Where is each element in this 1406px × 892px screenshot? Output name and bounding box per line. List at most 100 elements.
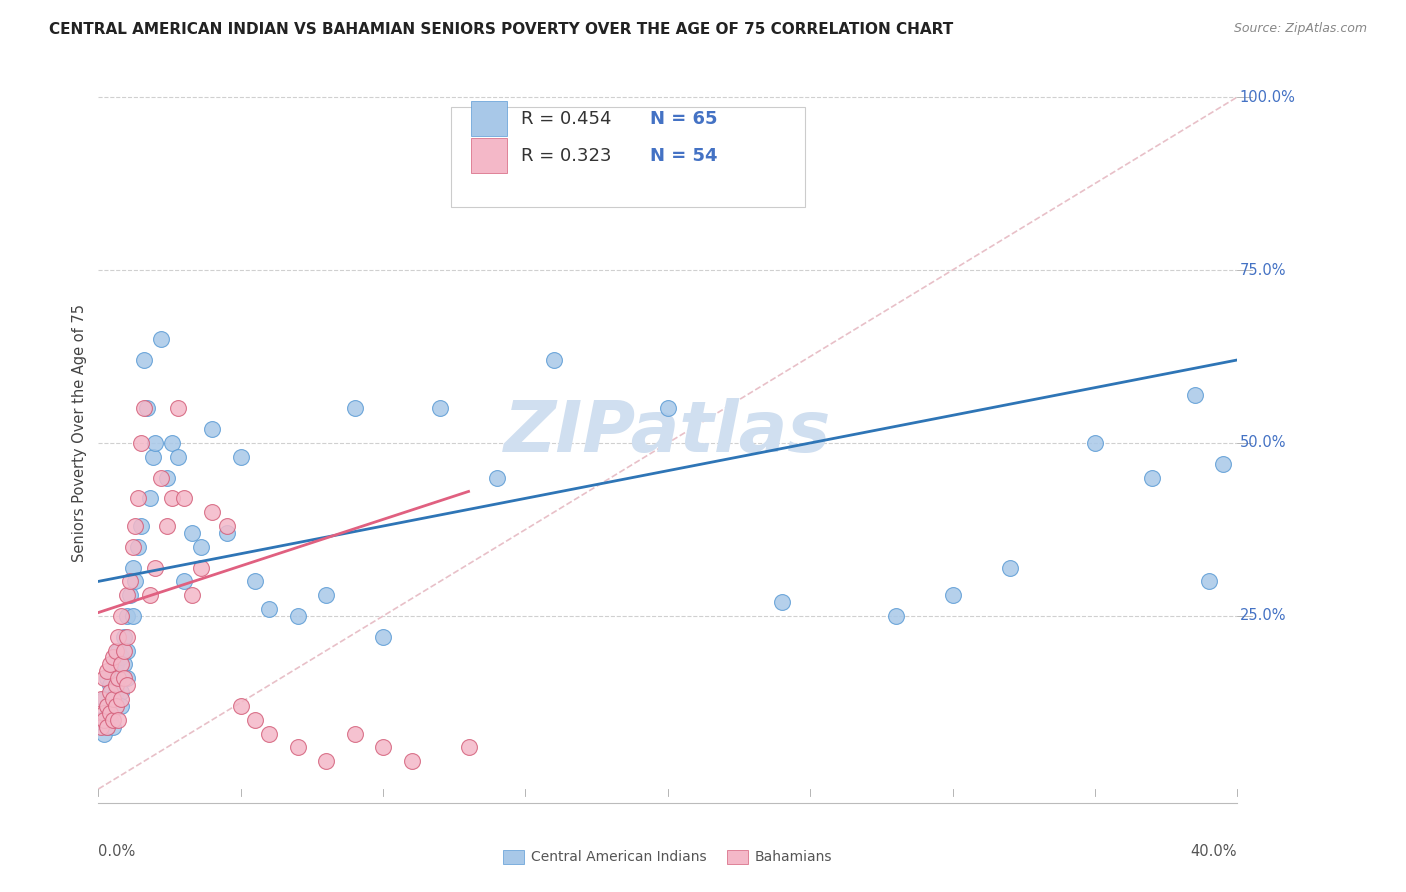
Text: 40.0%: 40.0%	[1191, 844, 1237, 858]
Text: 100.0%: 100.0%	[1240, 89, 1295, 104]
Point	[115, 588, 138, 602]
Point	[998, 560, 1021, 574]
Point	[118, 588, 141, 602]
Point	[429, 401, 451, 416]
Point	[107, 671, 129, 685]
Point	[115, 678, 138, 692]
Bar	[471, 101, 508, 136]
Point	[107, 671, 129, 685]
Point	[90, 713, 112, 727]
Point	[315, 754, 337, 768]
Point	[107, 630, 129, 644]
Point	[98, 706, 121, 720]
Text: ZIPatlas: ZIPatlas	[505, 398, 831, 467]
Point	[93, 692, 115, 706]
Point	[1198, 574, 1220, 589]
Point	[121, 560, 143, 574]
Point	[127, 540, 149, 554]
Point	[104, 657, 127, 672]
Point	[132, 353, 155, 368]
Point	[96, 720, 118, 734]
Point	[181, 588, 204, 602]
Point	[110, 609, 132, 624]
Text: 50.0%: 50.0%	[1240, 435, 1286, 450]
Point	[98, 706, 121, 720]
Point	[138, 588, 160, 602]
Point	[98, 657, 121, 672]
Point	[129, 519, 152, 533]
Point	[110, 657, 132, 672]
Point	[770, 595, 793, 609]
Point	[104, 698, 127, 713]
Point	[884, 609, 907, 624]
Point	[93, 671, 115, 685]
Point	[156, 519, 179, 533]
Text: 75.0%: 75.0%	[1240, 262, 1286, 277]
Point	[93, 713, 115, 727]
Point	[115, 630, 138, 644]
Point	[156, 470, 179, 484]
Point	[96, 698, 118, 713]
Point	[110, 692, 132, 706]
Point	[104, 643, 127, 657]
Y-axis label: Seniors Poverty Over the Age of 75: Seniors Poverty Over the Age of 75	[72, 303, 87, 562]
Point	[287, 740, 309, 755]
Point	[96, 698, 118, 713]
Point	[1184, 387, 1206, 401]
Point	[315, 588, 337, 602]
Point	[96, 665, 118, 679]
Point	[229, 450, 252, 464]
Point	[96, 671, 118, 685]
Point	[112, 671, 135, 685]
Point	[657, 401, 679, 416]
Point	[162, 491, 184, 506]
Point	[229, 698, 252, 713]
Point	[243, 574, 266, 589]
Point	[259, 602, 281, 616]
Point	[401, 754, 423, 768]
Point	[98, 685, 121, 699]
Text: N = 65: N = 65	[650, 110, 717, 128]
Point	[215, 519, 238, 533]
Point	[145, 560, 167, 574]
Point	[110, 685, 132, 699]
Point	[101, 720, 124, 734]
Point	[104, 698, 127, 713]
Legend: Central American Indians, Bahamians: Central American Indians, Bahamians	[498, 844, 838, 870]
Point	[486, 470, 509, 484]
Point	[173, 491, 195, 506]
Point	[121, 609, 143, 624]
Point	[167, 450, 190, 464]
Point	[135, 401, 157, 416]
Point	[942, 588, 965, 602]
Point	[132, 401, 155, 416]
Point	[101, 692, 124, 706]
Point	[129, 436, 152, 450]
Point	[150, 332, 173, 346]
Point	[201, 422, 224, 436]
Point	[190, 540, 212, 554]
Point	[343, 726, 366, 740]
Point	[1140, 470, 1163, 484]
Point	[98, 678, 121, 692]
Text: Source: ZipAtlas.com: Source: ZipAtlas.com	[1233, 22, 1367, 36]
Point	[101, 713, 124, 727]
Point	[115, 671, 138, 685]
Point	[215, 525, 238, 540]
Point	[124, 574, 146, 589]
Point	[110, 650, 132, 665]
Text: CENTRAL AMERICAN INDIAN VS BAHAMIAN SENIORS POVERTY OVER THE AGE OF 75 CORRELATI: CENTRAL AMERICAN INDIAN VS BAHAMIAN SENI…	[49, 22, 953, 37]
Point	[167, 401, 190, 416]
Point	[373, 630, 395, 644]
FancyBboxPatch shape	[451, 107, 804, 207]
Point	[115, 609, 138, 624]
Text: 25.0%: 25.0%	[1240, 608, 1286, 624]
Point	[112, 643, 135, 657]
Point	[190, 560, 212, 574]
Point	[104, 685, 127, 699]
Point	[96, 720, 118, 734]
Point	[110, 698, 132, 713]
Point	[1084, 436, 1107, 450]
Bar	[471, 138, 508, 173]
Point	[112, 630, 135, 644]
